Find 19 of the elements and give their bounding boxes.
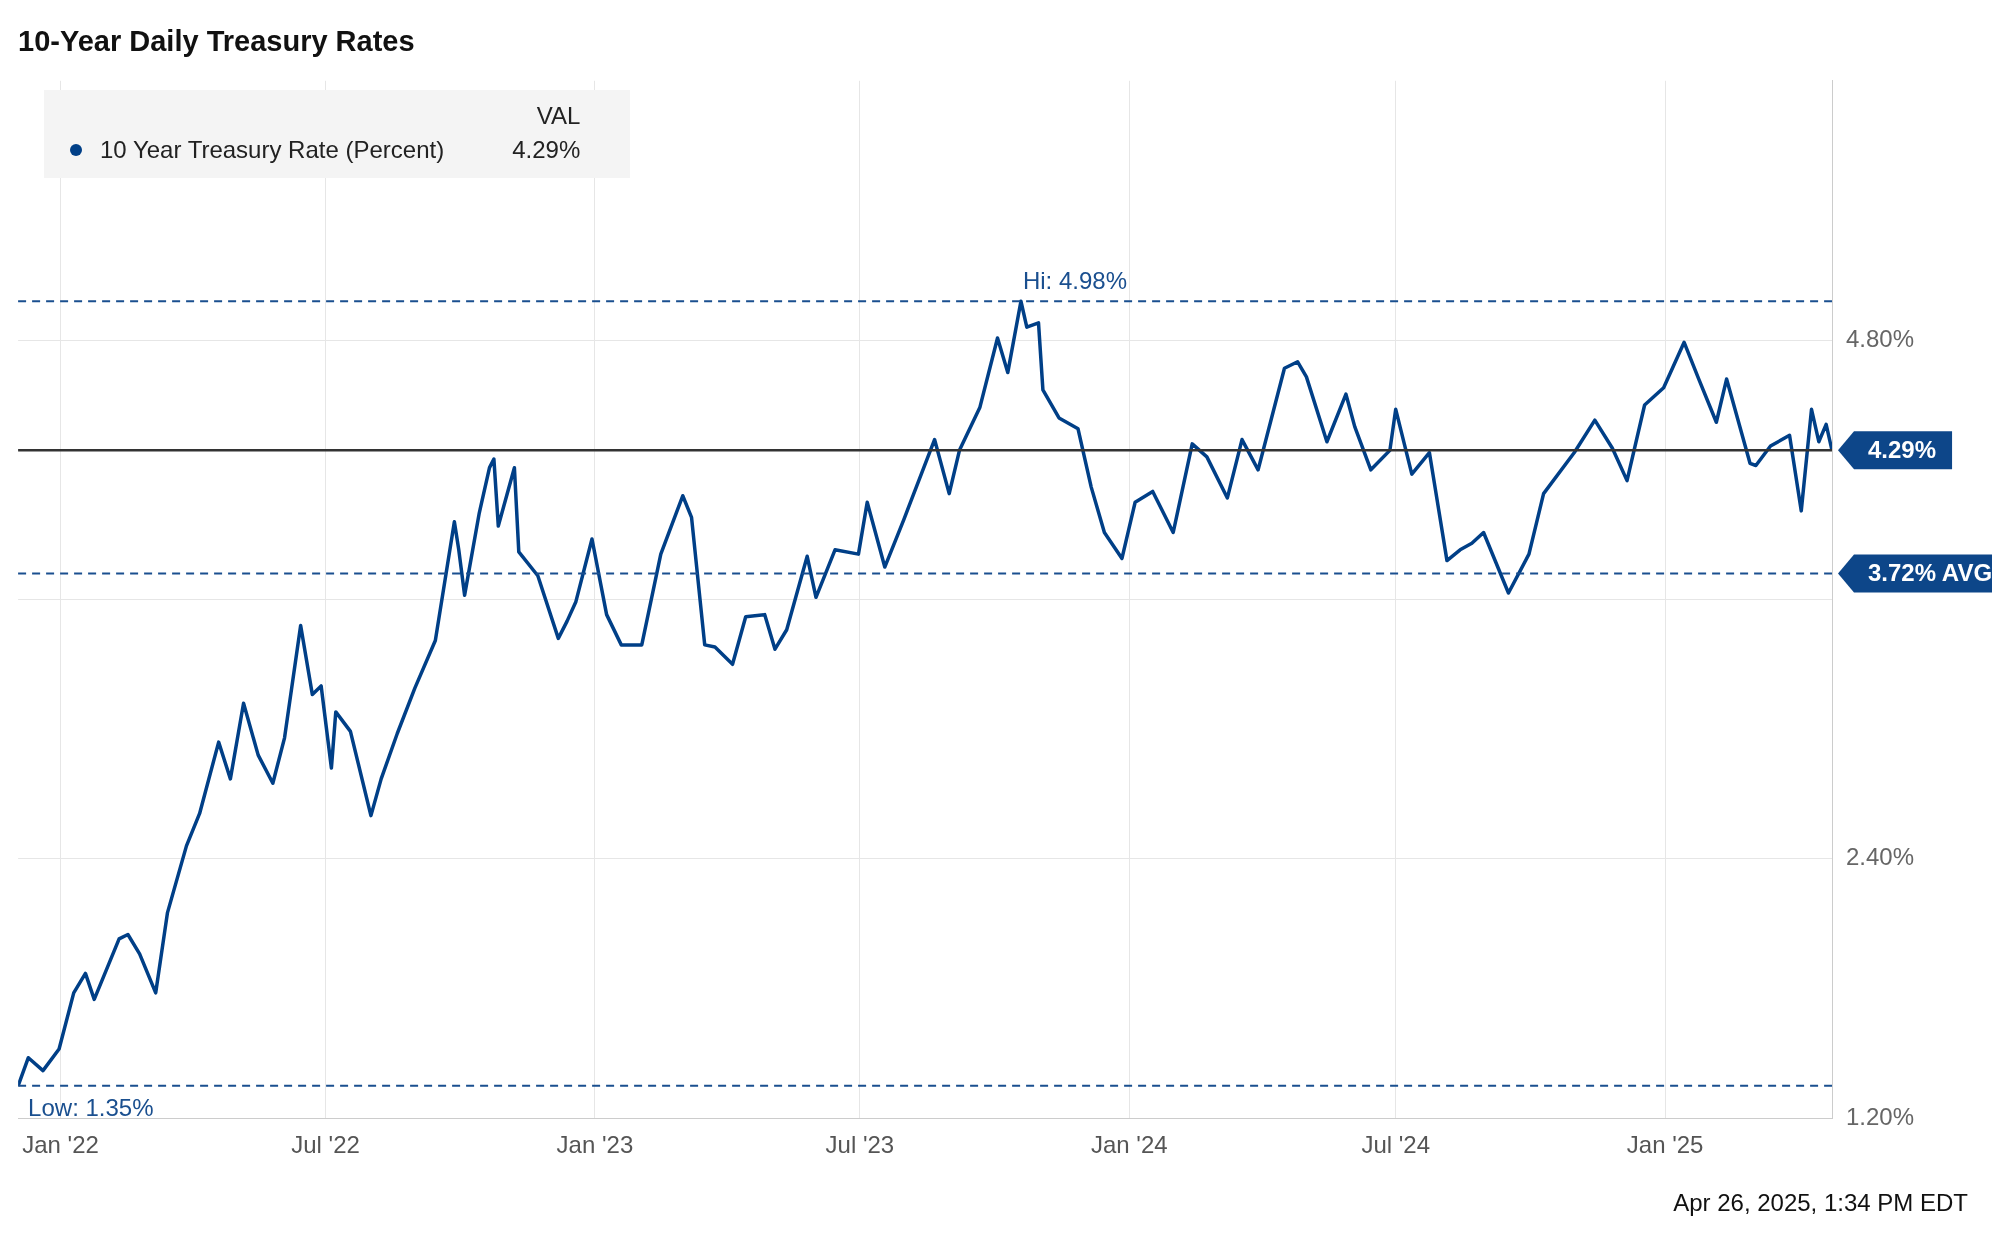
x-tick-label: Jan '23 xyxy=(556,1131,634,1159)
y-tick-label: 2.40% xyxy=(1846,843,1915,871)
legend-label: 10 Year Treasury Rate (Percent) xyxy=(100,136,445,164)
chart-title: 10-Year Daily Treasury Rates xyxy=(18,25,415,58)
legend-title: VAL xyxy=(535,102,581,130)
y-tick-label: 1.20% xyxy=(1846,1102,1915,1130)
annotation: 4.29% xyxy=(512,136,581,164)
x-tick-label: Jul '24 xyxy=(1361,1131,1431,1159)
x-tick-label: Jul '22 xyxy=(291,1131,360,1159)
ref-line-label: 4.29% xyxy=(1868,436,1937,463)
x-tick-label: Jan '25 xyxy=(1626,1131,1704,1159)
x-tick-label: Jan '24 xyxy=(1090,1131,1168,1159)
text: Apr 26, 2025, 1:34 PM EDT xyxy=(1673,1189,1968,1217)
ref-line-label: Low: 1.35% xyxy=(28,1093,154,1121)
x-tick-label: Jul '23 xyxy=(825,1131,895,1159)
x-tick-label: Jan '22 xyxy=(22,1131,99,1159)
ref-line-label: 3.72% AVG xyxy=(1868,559,1993,587)
y-tick-label: 4.80% xyxy=(1846,324,1915,352)
ref-line-label: Hi: 4.98% xyxy=(1022,267,1127,295)
